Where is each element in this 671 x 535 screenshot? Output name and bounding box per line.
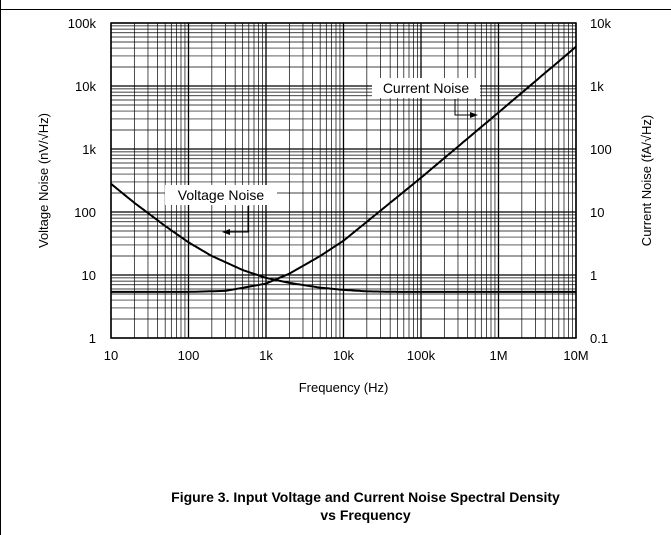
current-noise-leader-line [454,99,474,116]
figure-caption-line-2: vs Frequency [320,507,411,523]
current-noise-arrowhead [470,112,478,118]
x-axis-title: Frequency (Hz) [299,380,389,395]
y-left-tick-label: 1 [89,331,96,346]
voltage-noise-annotation-background [165,185,277,205]
current-noise-annotation-background [372,78,480,98]
y-left-tick-label: 1k [82,142,96,157]
y-right-tick-label: 100 [590,142,612,157]
x-tick-label: 1M [489,348,507,363]
noise-density-chart: 10 100 1k 10k 100k 1M 10M 1 10 100 1k 10k 100k 0.1 1 10… [36,16,654,395]
x-tick-label: 100k [407,348,436,363]
y-left-tick-label: 10k [75,79,96,94]
page-frame-left-rule [0,0,1,535]
y-left-tick-label: 100k [68,16,97,31]
plot-frame [110,22,577,339]
y-left-tick-label: 100 [74,205,96,220]
y-left-axis-title: Voltage Noise (nV/√Hz) [36,113,51,248]
y-right-tick-label: 10 [590,205,604,220]
x-tick-label: 100 [178,348,200,363]
y-right-tick-label: 1k [590,79,604,94]
current-noise-annotation: Current Noise [383,80,470,96]
voltage-noise-leader-line [226,206,249,233]
voltage-noise-arrowhead [222,229,230,235]
series-line-current-noise [111,45,577,293]
series-line-voltage-noise [110,183,576,293]
y-left-tick-label: 10 [82,268,96,283]
y-right-axis-title: Current Noise (fA/√Hz) [639,115,654,246]
x-tick-label: 1k [259,348,273,363]
x-tick-label: 10k [333,348,354,363]
x-tick-label: 10 [104,348,118,363]
y-right-tick-label: 1 [590,268,597,283]
voltage-noise-annotation: Voltage Noise [178,187,265,203]
figure-caption-line-1: Figure 3. Input Voltage and Current Nois… [171,489,560,505]
y-right-tick-label: 0.1 [590,331,608,346]
y-right-tick-label: 10k [590,16,611,31]
x-tick-label: 10M [563,348,588,363]
page-frame-top-rule [0,9,671,10]
